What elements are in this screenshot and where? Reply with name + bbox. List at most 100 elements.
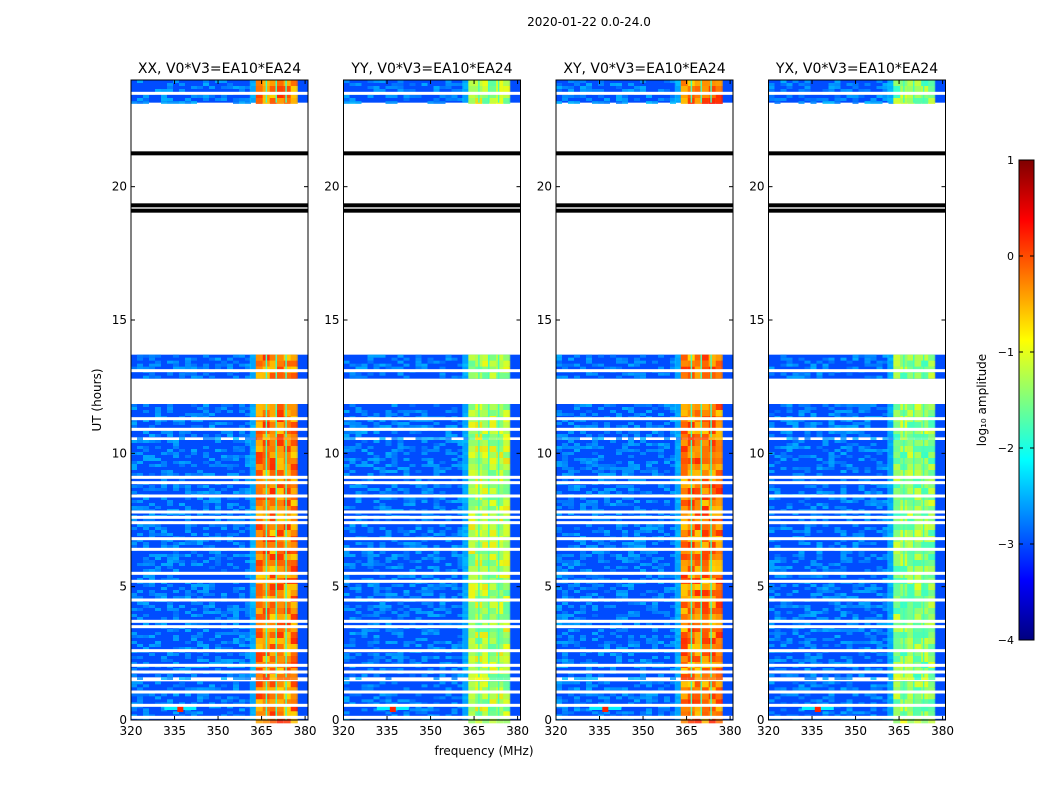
flagged-row (768, 715, 946, 719)
flagged-row (556, 670, 733, 674)
band-gap (488, 681, 490, 720)
data-segment (556, 80, 733, 104)
flagged-row (768, 579, 946, 583)
flagged-row (556, 515, 733, 519)
flagged-row (131, 703, 308, 707)
y-tick-label: 15 (324, 313, 339, 327)
panel-2: YY, V0*V3=EA10*EA24 320 335 350 365 380 0 5 10 15… (324, 61, 529, 738)
flagged-row (556, 619, 733, 623)
flagged-row (343, 494, 521, 498)
flagged-row (131, 663, 308, 667)
dark-row (768, 208, 946, 213)
flagged-row (343, 571, 521, 575)
flagged-row (343, 91, 521, 95)
flagged-row (131, 598, 308, 602)
band-gap (497, 80, 500, 103)
x-tick-label: 350 (844, 724, 867, 738)
band-gap (922, 80, 925, 103)
band-gap (275, 354, 277, 379)
x-tick-label: 380 (719, 724, 742, 738)
flagged-row (768, 515, 946, 519)
flagged-row (556, 571, 733, 575)
band-gap (265, 440, 268, 678)
band-gap (690, 681, 693, 720)
flagged-row (343, 369, 521, 373)
data-segment (768, 404, 946, 440)
flagged-row (131, 369, 308, 373)
flagged-row (768, 649, 946, 653)
band-gap (922, 681, 925, 720)
x-tick-label: 320 (120, 724, 143, 738)
axes-frame (555, 79, 734, 721)
dark-row (343, 151, 521, 156)
y-tick-label: 0 (119, 713, 127, 727)
flagged-row (768, 703, 946, 707)
flagged-row (131, 427, 308, 431)
band-gap (285, 440, 287, 678)
flagged-row (131, 690, 308, 694)
flagged-row (343, 515, 521, 519)
colorbar-gradient (1018, 159, 1035, 641)
axes-frame (130, 79, 309, 721)
colorbar-tick-label: −1 (998, 346, 1014, 359)
data-segment (343, 440, 521, 680)
flagged-row (768, 481, 946, 485)
x-tick-label: 380 (294, 724, 317, 738)
band-gap (700, 404, 702, 438)
band-gap (922, 440, 925, 678)
band-gap (700, 80, 702, 103)
y-tick-label: 10 (537, 446, 552, 460)
y-axis-label: UT (hours) (90, 368, 104, 431)
flagged-row (343, 427, 521, 431)
y-tick-label: 10 (112, 446, 127, 460)
band-gap (913, 681, 915, 720)
band-gap (922, 354, 925, 379)
flagged-row (556, 475, 733, 479)
band-gap (690, 354, 693, 379)
y-tick-label: 0 (757, 713, 765, 727)
flagged-row (768, 369, 946, 373)
band-gap (690, 404, 693, 438)
flagged-row (343, 579, 521, 583)
band-gap (275, 404, 277, 438)
axes-frame (768, 79, 946, 721)
flagged-row (131, 571, 308, 575)
colorbar-tick-label: −3 (998, 538, 1014, 551)
y-tick-label: 0 (544, 713, 552, 727)
band-gap (478, 354, 480, 379)
y-tick-label: 20 (537, 180, 552, 194)
dark-row (131, 208, 308, 213)
flagged-row (768, 598, 946, 602)
band-gap (265, 354, 268, 379)
y-tick-label: 5 (544, 580, 552, 594)
band-gap (710, 404, 712, 438)
band-gap (265, 80, 268, 103)
x-tick-label: 320 (332, 724, 355, 738)
panel-title: YY, V0*V3=EA10*EA24 (350, 61, 512, 77)
data-segment (768, 354, 946, 379)
x-tick-label: 350 (632, 724, 655, 738)
flagged-row (768, 521, 946, 525)
flagged-row (768, 475, 946, 479)
flagged-row (131, 510, 308, 514)
x-tick-label: 350 (207, 724, 230, 738)
band-gap (478, 404, 480, 438)
data-segment (343, 354, 521, 379)
band-gap (285, 80, 287, 103)
band-gap (285, 404, 287, 438)
flagged-row (131, 579, 308, 583)
data-segment (556, 354, 733, 379)
flagged-row (131, 715, 308, 719)
dark-row (768, 203, 946, 208)
data-segment (768, 80, 946, 104)
flagged-row (768, 625, 946, 629)
band-gap (488, 404, 490, 438)
band-gap (265, 404, 268, 438)
x-tick-label: 335 (376, 724, 399, 738)
flagged-row (343, 481, 521, 485)
flagged-row (556, 510, 733, 514)
flagged-row (343, 521, 521, 525)
flagged-row (556, 494, 733, 498)
x-tick-label: 380 (506, 724, 529, 738)
dark-row (768, 151, 946, 156)
